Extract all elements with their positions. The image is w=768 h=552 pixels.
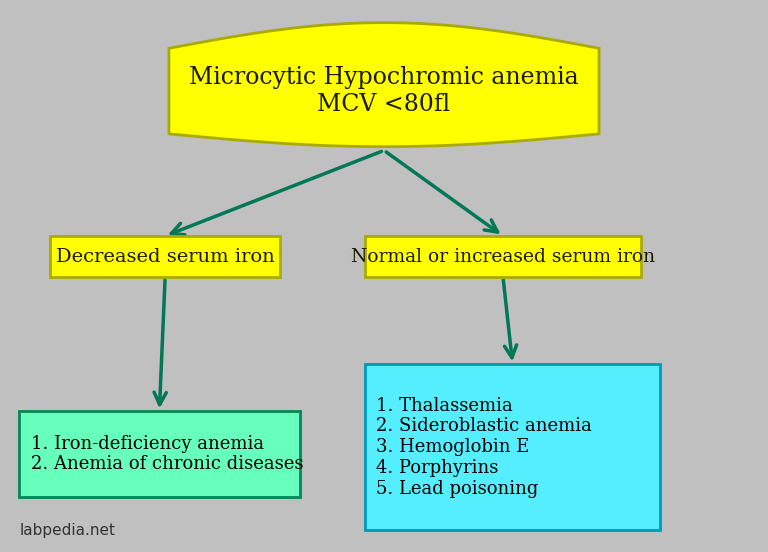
Text: Normal or increased serum iron: Normal or increased serum iron [351,248,655,266]
Text: Decreased serum iron: Decreased serum iron [56,248,274,266]
Polygon shape [169,23,599,147]
FancyBboxPatch shape [365,236,641,277]
FancyBboxPatch shape [19,411,300,497]
Text: 1. Thalassemia
2. Sideroblastic anemia
3. Hemoglobin E
4. Porphyrins
5. Lead poi: 1. Thalassemia 2. Sideroblastic anemia 3… [376,396,592,498]
Text: Microcytic Hypochromic anemia
MCV <80fl: Microcytic Hypochromic anemia MCV <80fl [189,66,579,116]
FancyBboxPatch shape [50,236,280,277]
Text: labpedia.net: labpedia.net [19,523,115,538]
FancyBboxPatch shape [365,364,660,530]
Text: 1. Iron-deficiency anemia
2. Anemia of chronic diseases: 1. Iron-deficiency anemia 2. Anemia of c… [31,434,303,474]
